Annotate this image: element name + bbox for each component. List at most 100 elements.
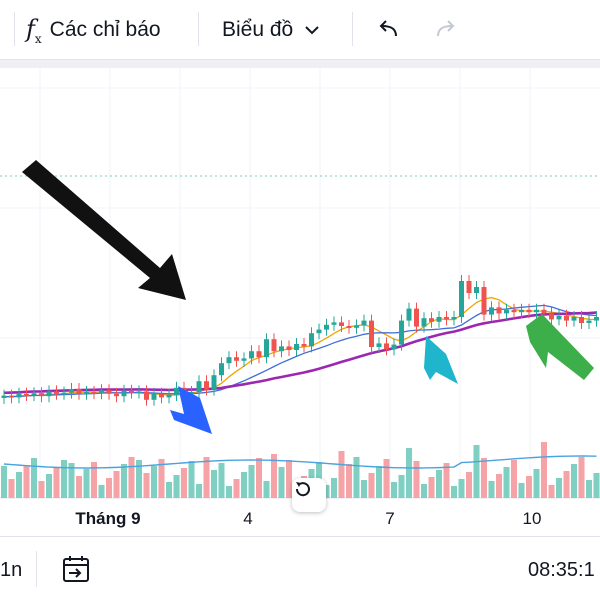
- x-axis-labels: Tháng 9 4 7 10: [75, 509, 541, 528]
- candle-body: [129, 390, 134, 393]
- candle-body: [534, 309, 539, 313]
- candle-body: [189, 392, 194, 394]
- x-axis-label: Tháng 9: [75, 509, 140, 528]
- candle-body: [271, 339, 277, 352]
- candle-body: [504, 309, 509, 314]
- indicators-button[interactable]: fx Các chỉ báo: [26, 14, 161, 46]
- candle-body: [579, 317, 584, 323]
- candlestick-chart-svg[interactable]: Tháng 9 4 7 10: [0, 68, 600, 536]
- candle-body: [294, 344, 299, 350]
- blue-arrow-annotation: [170, 386, 212, 434]
- price-chart[interactable]: Tháng 9 4 7 10: [0, 68, 600, 536]
- candle-body: [114, 393, 119, 397]
- volume-bar: [203, 457, 210, 498]
- volume-bar: [346, 464, 352, 498]
- volume-bar: [548, 485, 555, 498]
- candle-body: [429, 318, 434, 322]
- volume-bar: [338, 451, 345, 498]
- candle-body: [279, 346, 284, 352]
- candle-body: [346, 326, 352, 328]
- candlesticks: [1, 275, 599, 406]
- volume-bar: [226, 486, 232, 498]
- undo-button[interactable]: [374, 14, 402, 46]
- redo-button[interactable]: [432, 14, 460, 46]
- candle-body: [571, 317, 577, 321]
- candle-body: [444, 317, 449, 320]
- volume-bar: [428, 477, 435, 498]
- volume-bar: [218, 463, 225, 498]
- volume-bar: [398, 475, 405, 498]
- volume-bar: [121, 464, 127, 498]
- volume-bar: [188, 461, 195, 498]
- candle-body: [286, 346, 292, 350]
- volume-bar: [413, 461, 420, 498]
- candle-body: [309, 333, 314, 347]
- interval-label[interactable]: 1n: [0, 559, 23, 581]
- toolbar-scroll-strip: [0, 60, 600, 68]
- volume-bar: [61, 460, 67, 498]
- volume-bar: [278, 467, 285, 498]
- volume-bar: [593, 473, 600, 498]
- rotate-reset-icon: [295, 482, 310, 497]
- candle-body: [226, 357, 232, 364]
- candle-body: [384, 343, 389, 350]
- volume-ma-path: [3, 455, 597, 469]
- volume-bar: [8, 479, 15, 498]
- volume-bar: [16, 472, 22, 498]
- volume-bar: [571, 464, 577, 498]
- chart-type-button[interactable]: Biểu đồ: [222, 14, 321, 46]
- candle-body: [331, 322, 337, 325]
- reset-chart-button[interactable]: [292, 478, 326, 512]
- chart-type-label: Biểu đồ: [222, 18, 294, 41]
- volume-bar: [586, 480, 592, 498]
- toolbar-divider: [14, 12, 15, 46]
- candle-body: [339, 322, 344, 326]
- candle-body: [204, 381, 209, 390]
- volume-bar: [128, 457, 135, 498]
- volume-bar: [496, 474, 502, 498]
- volume-ma-line: [3, 455, 597, 469]
- candle-body: [249, 351, 254, 359]
- volume-bar: [256, 458, 262, 498]
- candle-body: [481, 287, 487, 315]
- volume-bar: [353, 457, 360, 498]
- volume-bar: [458, 479, 465, 498]
- volume-bar: [46, 474, 52, 498]
- x-axis-label: 7: [385, 509, 394, 528]
- candle-body: [241, 358, 247, 361]
- indicators-label: Các chỉ báo: [49, 18, 161, 41]
- volume-bar: [473, 445, 480, 498]
- chart-grid: [0, 68, 600, 499]
- volume-bar: [83, 469, 90, 498]
- volume-bar: [421, 484, 427, 498]
- volume-bar: [556, 478, 562, 498]
- candle-body: [46, 391, 52, 397]
- candle-body: [61, 392, 67, 395]
- volume-bar: [76, 476, 82, 498]
- candle-body: [211, 375, 217, 390]
- candle-body: [219, 363, 224, 376]
- volume-bar: [53, 467, 60, 498]
- candle-body: [9, 395, 14, 398]
- volume-bar: [1, 466, 7, 498]
- candle-body: [166, 395, 172, 398]
- candle-body: [586, 320, 592, 323]
- candle-body: [436, 317, 442, 322]
- volume-bar: [248, 465, 255, 498]
- candle-body: [391, 344, 397, 350]
- cyan-arrow-annotation: [424, 336, 458, 384]
- volume-bar: [271, 454, 277, 498]
- candle-body: [69, 389, 74, 393]
- calendar-arrow-icon[interactable]: [60, 553, 92, 585]
- volume-bar: [106, 478, 112, 498]
- volume-bar: [196, 484, 202, 498]
- candle-body: [324, 324, 329, 330]
- volume-bar: [211, 470, 217, 498]
- chart-toolbar: fx Các chỉ báo Biểu đồ: [0, 0, 600, 60]
- candle-body: [399, 320, 404, 345]
- volume-bar: [23, 465, 30, 498]
- volume-bar: [383, 459, 390, 498]
- volume-bar: [436, 470, 442, 498]
- candle-body: [1, 395, 7, 398]
- volume-bar: [113, 471, 120, 498]
